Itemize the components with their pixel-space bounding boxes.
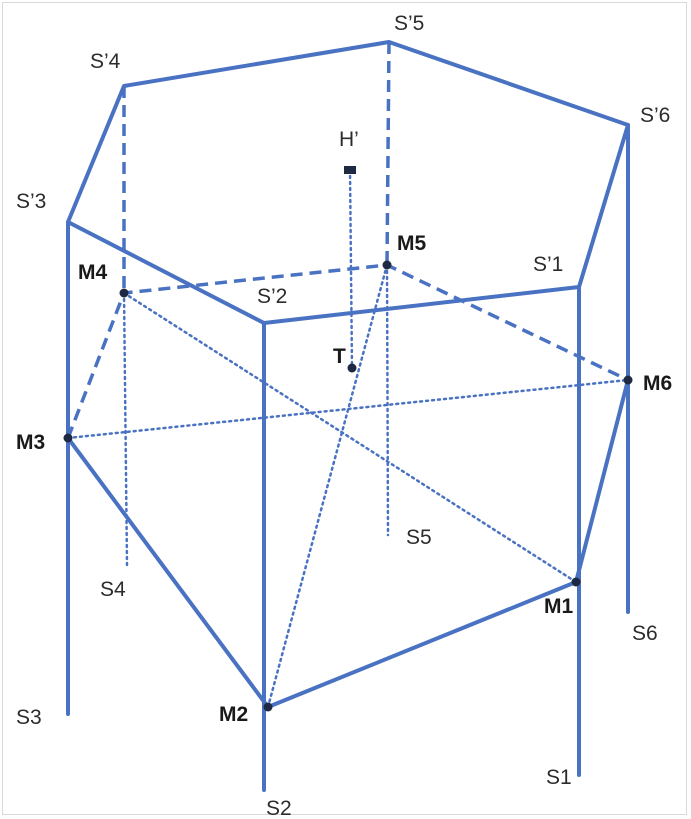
point-h-prime — [344, 166, 356, 174]
label-m5: M5 — [397, 232, 426, 255]
label-m3: M3 — [16, 431, 45, 454]
label-m4: M4 — [78, 261, 107, 284]
label-s3: S3 — [16, 706, 42, 729]
label-s5-prime: S’5 — [394, 12, 424, 35]
label-m2: M2 — [219, 703, 248, 726]
point-m6 — [623, 375, 633, 385]
mid-hexagon-front — [66, 378, 630, 709]
label-m6: M6 — [643, 372, 672, 395]
label-t: T — [333, 345, 346, 368]
diag-m5-m2 — [266, 263, 389, 709]
label-s3-prime: S’3 — [16, 190, 46, 213]
post-s5-upper — [385, 41, 391, 266]
point-t — [347, 363, 357, 373]
label-s1-prime: S’1 — [533, 253, 563, 276]
label-s4-prime: S’4 — [90, 50, 121, 73]
label-m1: M1 — [544, 595, 573, 618]
label-s1: S1 — [546, 766, 572, 789]
mid-hexagon-back — [66, 263, 629, 439]
point-m3 — [63, 433, 73, 443]
top-hexagon — [66, 40, 630, 325]
label-s2: S2 — [266, 797, 292, 819]
label-s4: S4 — [100, 578, 126, 601]
diag-m4-m1 — [122, 291, 578, 584]
point-m4 — [119, 288, 129, 298]
point-m5 — [382, 260, 392, 270]
post-s4-lower — [122, 291, 129, 567]
label-s2-prime: S’2 — [257, 285, 287, 308]
post-s5-lower — [385, 263, 390, 537]
label-s6: S6 — [632, 622, 658, 645]
label-s6-prime: S’6 — [640, 104, 670, 127]
point-m1 — [571, 577, 581, 587]
point-m2 — [263, 702, 273, 712]
label-h-prime: H’ — [339, 128, 359, 151]
label-s5: S5 — [406, 526, 432, 549]
